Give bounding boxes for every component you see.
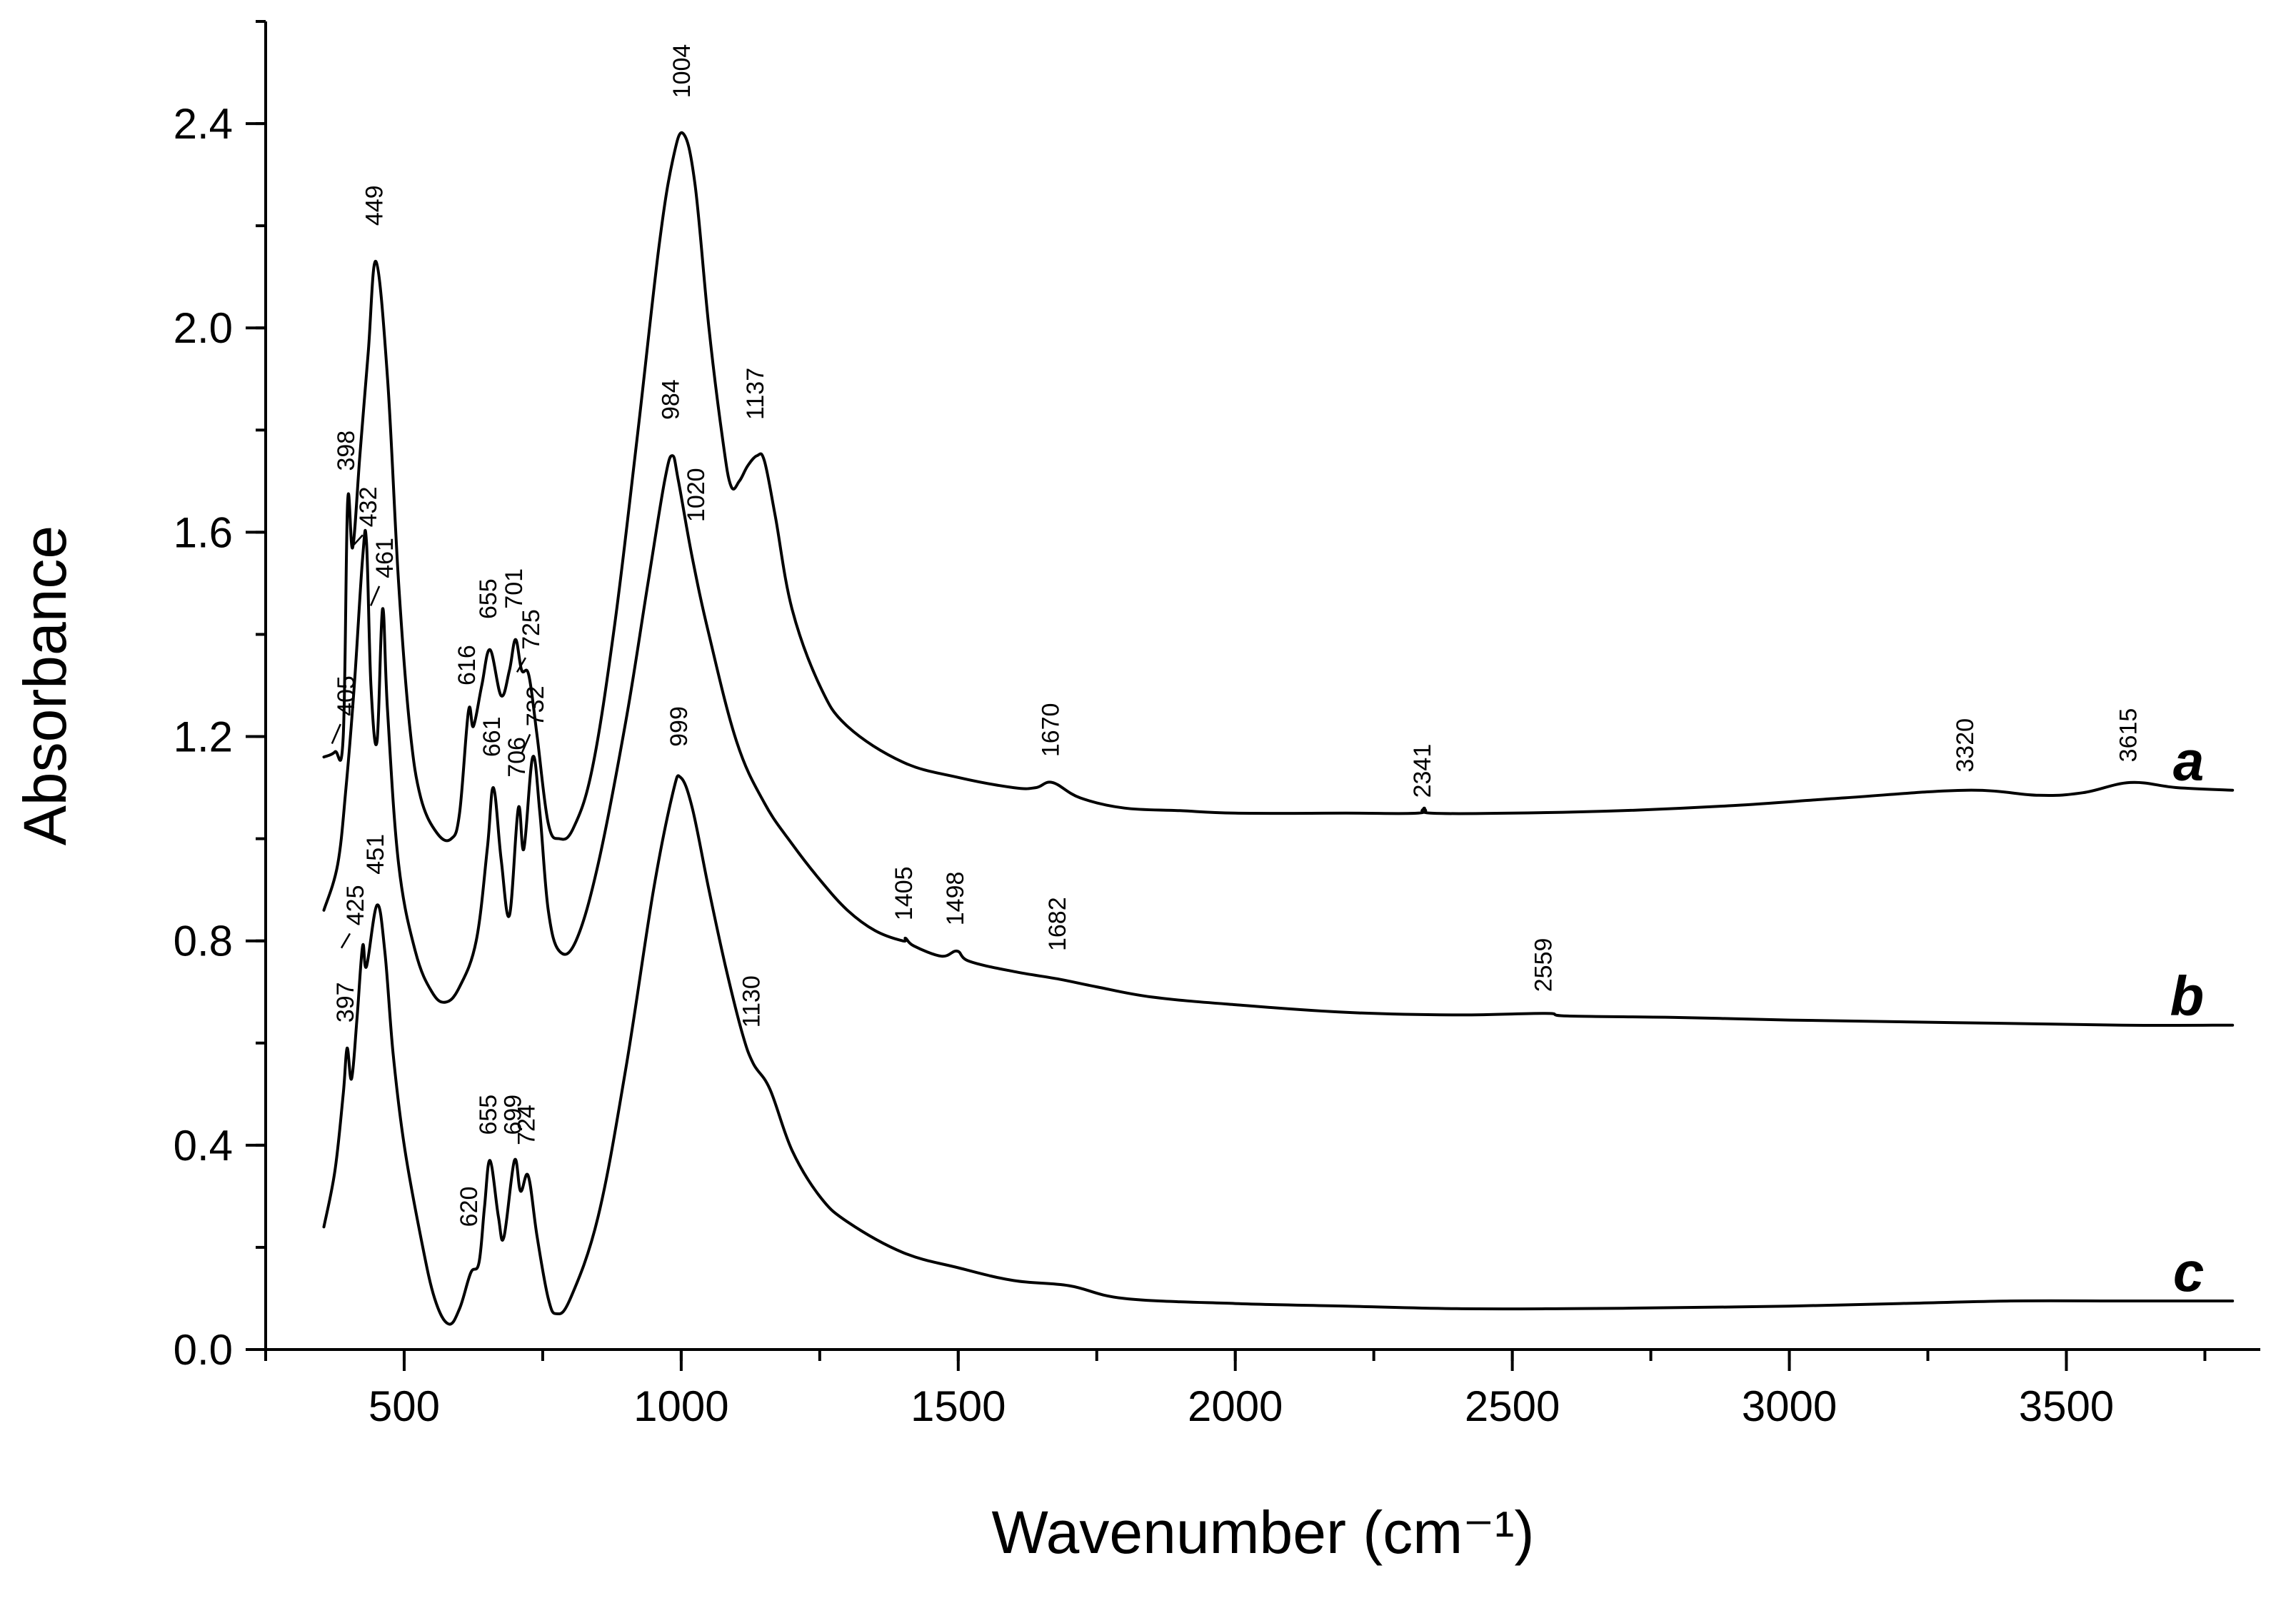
peak-label: 1004 bbox=[668, 44, 696, 99]
peak-label: 1405 bbox=[891, 866, 918, 920]
y-axis-title: Absorbance bbox=[11, 526, 79, 845]
x-axis-title: Wavenumber (cm⁻¹) bbox=[992, 1499, 1535, 1566]
peak-label: 655 bbox=[475, 578, 502, 619]
y-tick-label: 2.4 bbox=[174, 100, 233, 148]
series-line-a bbox=[322, 131, 2235, 843]
peak-label: 451 bbox=[362, 834, 389, 875]
peak-leader-line bbox=[521, 733, 531, 755]
series-line-b bbox=[322, 454, 2235, 1027]
series-line-c bbox=[322, 774, 2235, 1326]
y-tick-label: 1.6 bbox=[174, 508, 233, 556]
peak-label: 725 bbox=[518, 609, 545, 650]
peak-leader-line bbox=[516, 657, 527, 673]
peak-label: 1130 bbox=[738, 975, 766, 1027]
peak-label: 449 bbox=[361, 185, 388, 226]
y-tick-label: 0.4 bbox=[174, 1122, 233, 1170]
x-tick-label: 3000 bbox=[1742, 1382, 1837, 1430]
peak-leader-line bbox=[340, 933, 351, 949]
axes bbox=[264, 21, 2260, 1351]
peak-label: 2559 bbox=[1530, 938, 1557, 993]
series bbox=[322, 131, 2235, 1326]
peak-label: 397 bbox=[332, 982, 359, 1022]
peak-label: 405 bbox=[333, 675, 360, 716]
peak-label: 1670 bbox=[1038, 703, 1065, 758]
y-tick-label: 1.2 bbox=[174, 713, 233, 761]
peak-label: 732 bbox=[522, 685, 549, 726]
x-tick-label: 2000 bbox=[1188, 1382, 1283, 1430]
peak-label: 984 bbox=[657, 379, 684, 420]
peak-label: 661 bbox=[478, 716, 506, 757]
x-tick-label: 3500 bbox=[2019, 1382, 2114, 1430]
peak-label: 1682 bbox=[1044, 897, 1071, 951]
peak-label: 3320 bbox=[1952, 718, 1979, 773]
peak-label: 398 bbox=[333, 431, 360, 471]
peak-labels: 1004449398432461405616655701725113798410… bbox=[331, 44, 2142, 1227]
series-tag-c: c bbox=[2173, 1240, 2204, 1303]
peak-leader-line bbox=[331, 723, 341, 745]
peak-leader-line bbox=[369, 586, 381, 606]
x-tick-label: 500 bbox=[369, 1382, 440, 1430]
peak-label: 1498 bbox=[942, 872, 969, 926]
peak-label: 620 bbox=[456, 1187, 483, 1227]
x-tick-label: 1500 bbox=[911, 1382, 1006, 1430]
peak-label: 724 bbox=[513, 1105, 541, 1145]
series-tag-b: b bbox=[2170, 965, 2205, 1027]
peak-label: 432 bbox=[355, 486, 382, 527]
peak-label: 655 bbox=[475, 1095, 502, 1135]
ticks: 0.0 0.4 0.8 1.2 1.6 2.0 2.4 500 1000 1500 2000 2500… bbox=[174, 20, 2207, 1430]
peak-label: 3615 bbox=[2115, 708, 2142, 763]
x-tick-label: 1000 bbox=[633, 1382, 728, 1430]
peak-label: 701 bbox=[501, 568, 528, 609]
peak-leader-line bbox=[353, 534, 364, 546]
peak-label: 2341 bbox=[1409, 744, 1436, 798]
peak-label: 699 bbox=[499, 1095, 526, 1135]
series-tag-a: a bbox=[2173, 730, 2204, 793]
y-tick-label: 0.0 bbox=[174, 1326, 233, 1374]
x-tick-label: 2500 bbox=[1465, 1382, 1560, 1430]
series-tags: a b c bbox=[2170, 730, 2205, 1303]
peak-label: 461 bbox=[371, 538, 398, 578]
y-tick-label: 2.0 bbox=[174, 304, 233, 352]
peak-label: 1020 bbox=[683, 468, 710, 522]
peak-label: 425 bbox=[342, 885, 369, 925]
y-tick-label: 0.8 bbox=[174, 918, 233, 965]
peak-label: 1137 bbox=[742, 368, 769, 420]
peak-label: 616 bbox=[453, 645, 481, 685]
peak-label: 999 bbox=[666, 706, 693, 747]
